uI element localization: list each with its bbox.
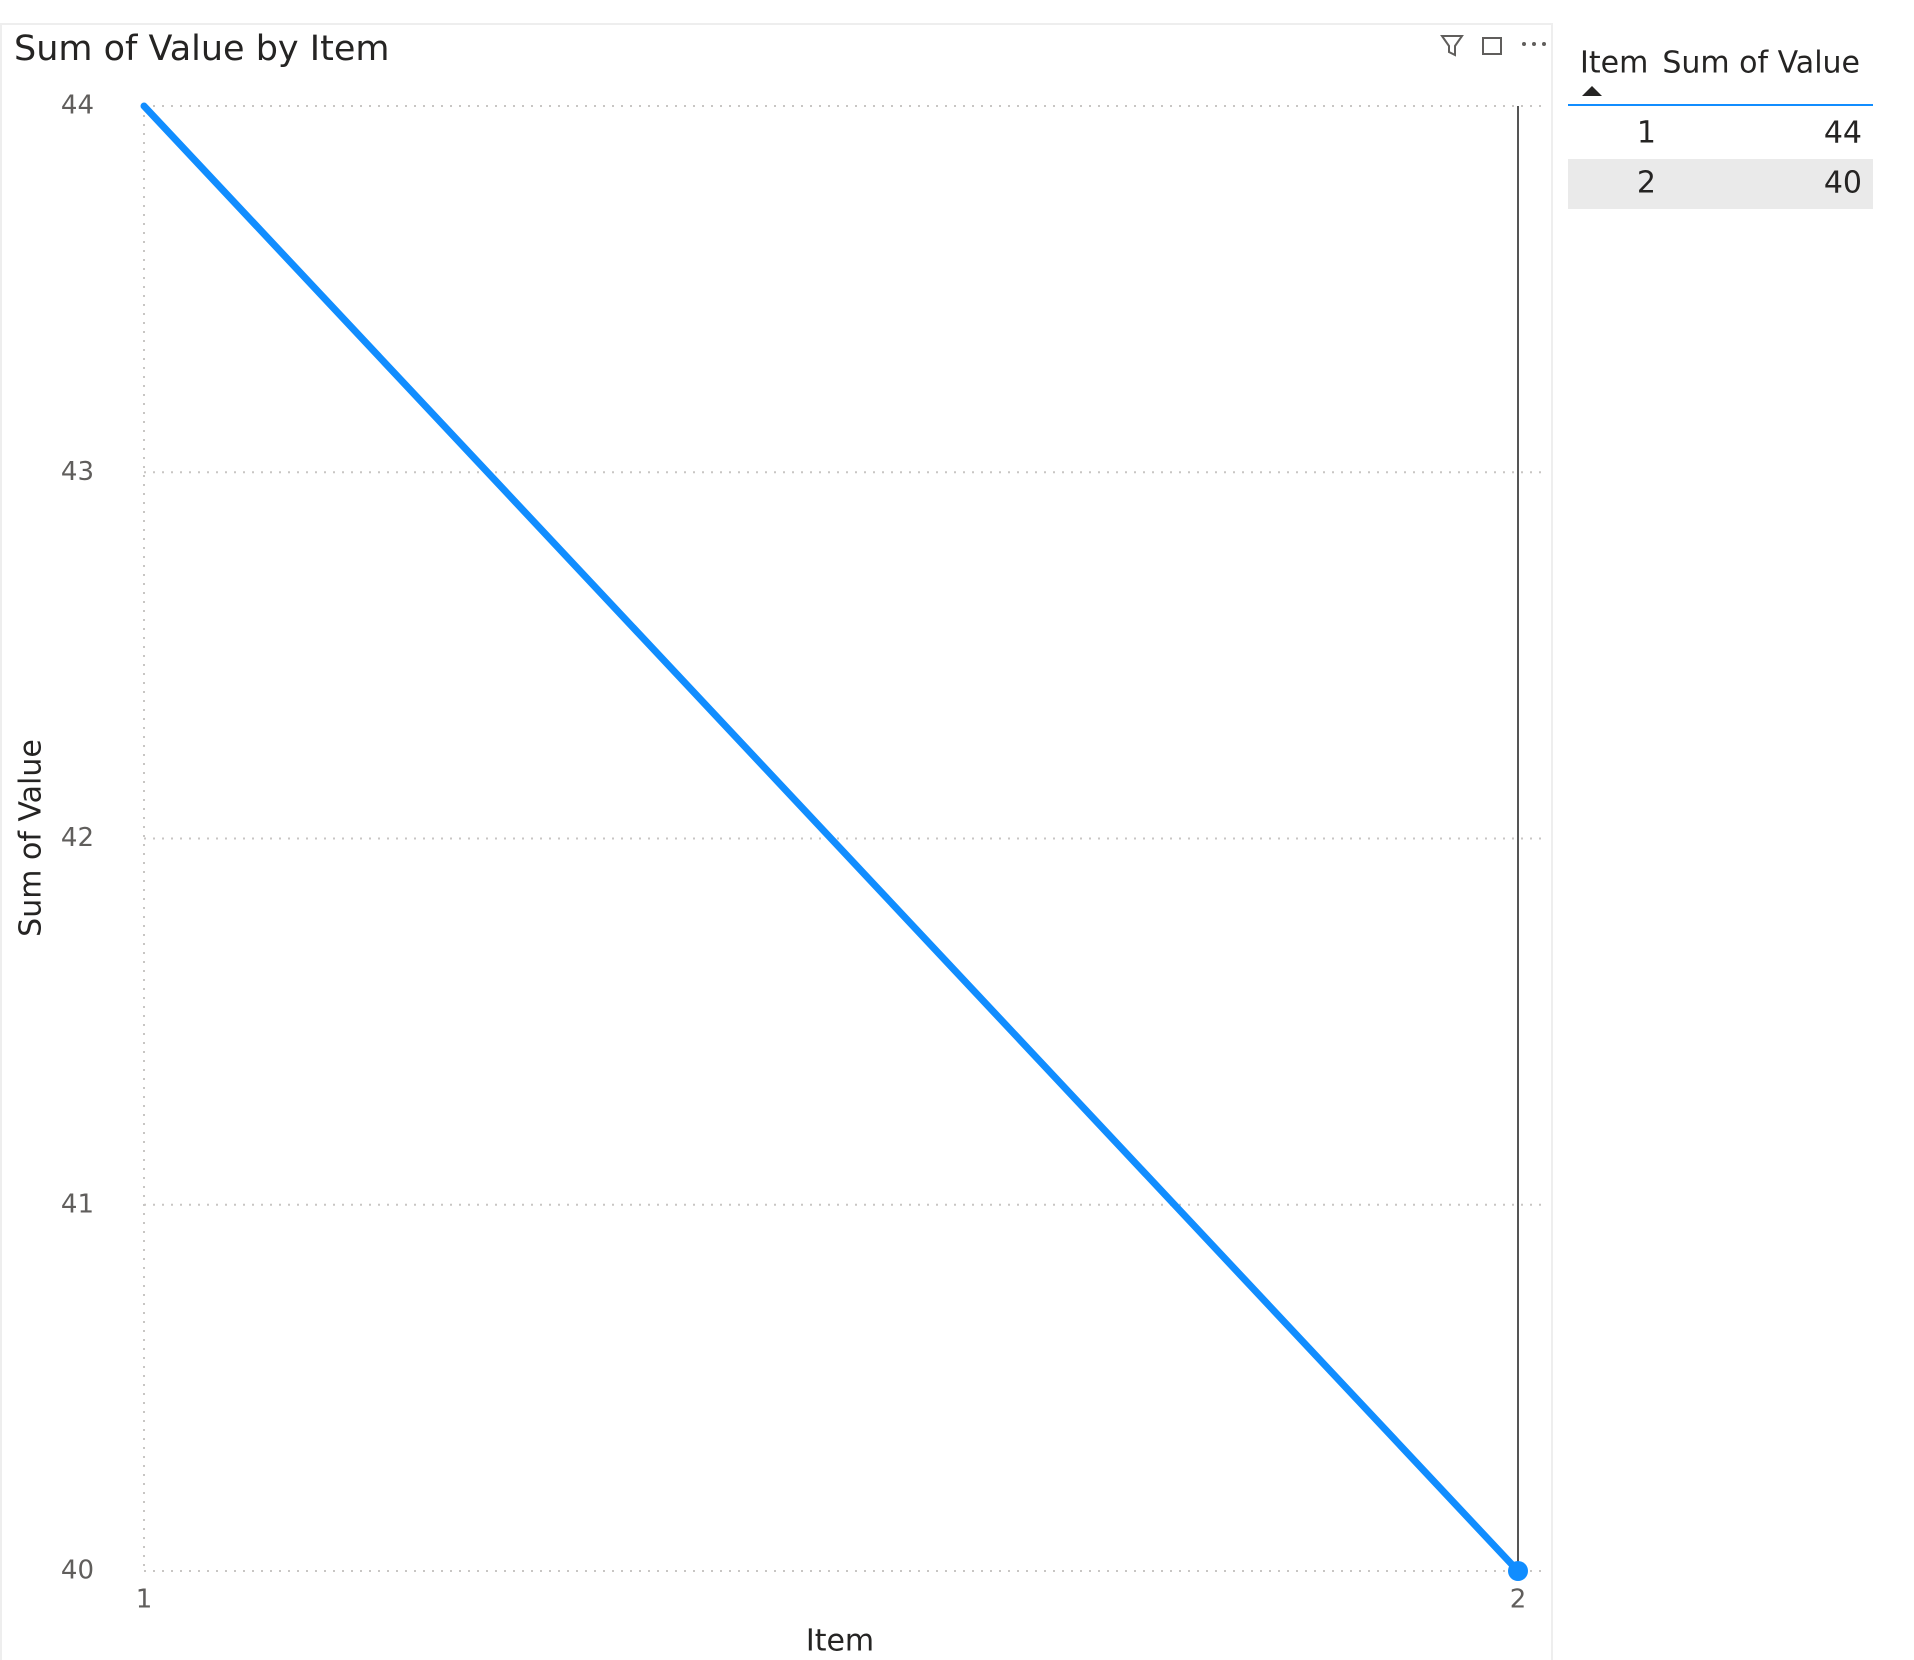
series-line: [140, 102, 1522, 1575]
table-cell: 1: [1637, 116, 1656, 151]
x-tick-label: 1: [136, 1585, 153, 1615]
table-cell: 40: [1824, 166, 1862, 201]
filter-icon[interactable]: [1440, 35, 1464, 57]
chart-title: Sum of Value by Item: [14, 29, 389, 69]
y-tick-label: 43: [61, 457, 94, 487]
y-tick-label: 44: [61, 91, 94, 121]
y-tick-label: 42: [61, 823, 94, 853]
table-cell: 44: [1824, 116, 1862, 151]
hover-point: [1508, 1561, 1528, 1581]
plot-area: 40 41 42 43 44 1 2: [61, 91, 1542, 1615]
x-tick-label: 2: [1510, 1585, 1527, 1615]
y-axis-title: Sum of Value: [14, 739, 49, 937]
visual-header-icons: [1440, 35, 1546, 57]
more-options-icon[interactable]: [1522, 42, 1546, 46]
y-tick-label: 40: [61, 1556, 94, 1586]
x-axis-title: Item: [806, 1624, 874, 1659]
visual-frame: [0, 23, 1553, 1660]
y-tick-label: 41: [61, 1189, 94, 1219]
sort-arrow[interactable]: [1582, 86, 1602, 96]
table-cell: 2: [1637, 166, 1656, 201]
table-header: Sum of Value: [1662, 46, 1860, 81]
table-header: Item: [1580, 46, 1648, 81]
focus-mode-icon[interactable]: [1482, 37, 1502, 55]
table-row-band: [1568, 159, 1873, 209]
